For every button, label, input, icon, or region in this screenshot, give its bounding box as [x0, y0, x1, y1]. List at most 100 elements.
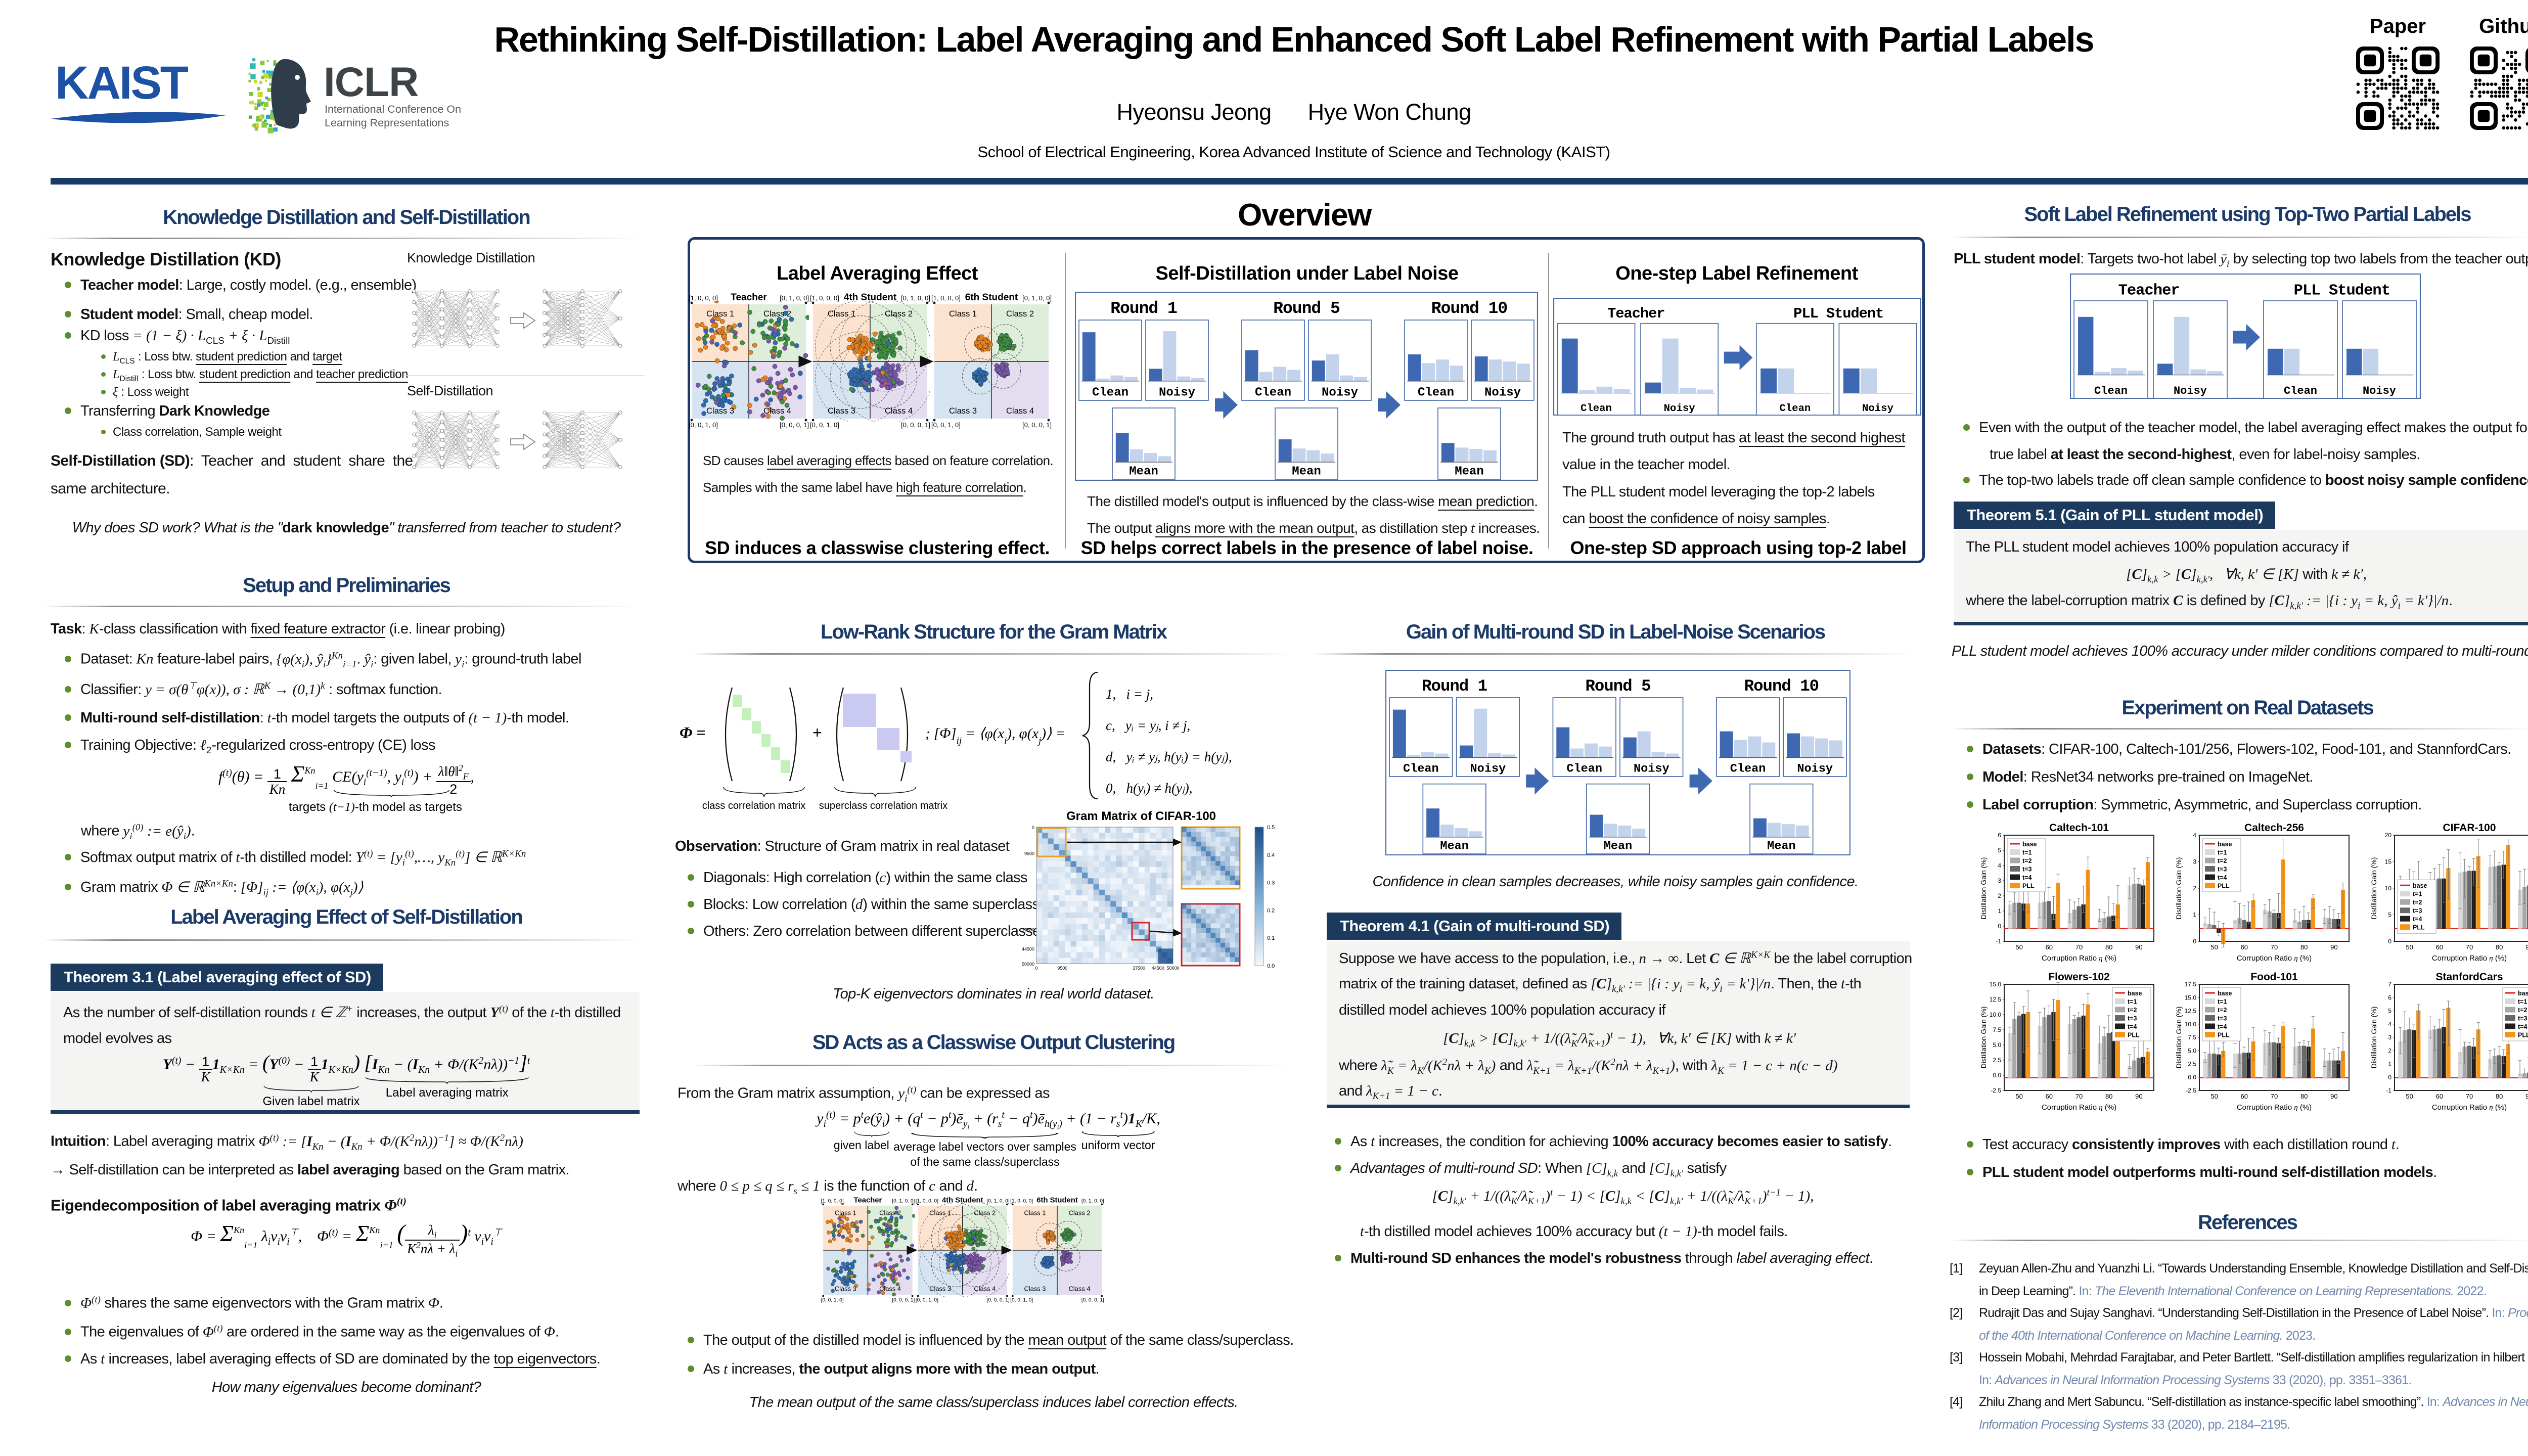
svg-text:Mean: Mean: [1767, 840, 1796, 853]
svg-text:Distillation Gain (%): Distillation Gain (%): [1979, 857, 1988, 920]
svg-text:Clean: Clean: [1418, 386, 1454, 399]
svg-text:15.0: 15.0: [1990, 981, 2002, 988]
svg-text:3: 3: [2388, 1034, 2391, 1041]
svg-text:t=1: t=1: [2518, 998, 2527, 1006]
svg-text:Mean: Mean: [1604, 840, 1633, 853]
svg-text:Class 3: Class 3: [1024, 1285, 1046, 1292]
svg-text:0: 0: [2388, 1074, 2391, 1081]
svg-text:0, h(yᵢ) ≠ h(yⱼ),: 0, h(yᵢ) ≠ h(yⱼ),: [1106, 781, 1193, 796]
svg-text:[0, 0, 0, 1]: [0, 0, 0, 1]: [892, 1297, 915, 1303]
svg-text:37500: 37500: [1022, 928, 1034, 933]
svg-text:Caltech-101: Caltech-101: [2049, 822, 2109, 834]
svg-text:Round 10: Round 10: [1744, 677, 1819, 696]
svg-text:90: 90: [2135, 1093, 2142, 1100]
svg-text:80: 80: [2105, 1093, 2112, 1100]
svg-text:Corruption Ratio η (%): Corruption Ratio η (%): [2237, 954, 2312, 963]
svg-text:70: 70: [2075, 943, 2083, 951]
svg-text:7.5: 7.5: [2188, 1034, 2196, 1041]
svg-text:6th Student: 6th Student: [965, 292, 1018, 303]
svg-text:Round 1: Round 1: [1422, 677, 1487, 696]
svg-text:Class 3: Class 3: [706, 406, 734, 416]
svg-text:base: base: [2218, 841, 2232, 848]
svg-text:Gram Matrix of CIFAR-100: Gram Matrix of CIFAR-100: [1066, 809, 1216, 823]
svg-text:Class 2: Class 2: [885, 309, 913, 318]
svg-text:Corruption Ratio η (%): Corruption Ratio η (%): [2042, 1103, 2116, 1112]
svg-text:base: base: [2218, 990, 2232, 997]
svg-text:50: 50: [2406, 1093, 2413, 1100]
svg-text:0: 0: [2388, 938, 2391, 945]
svg-text:4: 4: [1998, 862, 2001, 869]
svg-text:Clean: Clean: [1730, 762, 1766, 776]
svg-text:Round 5: Round 5: [1586, 677, 1651, 696]
svg-text:t=3: t=3: [2518, 1015, 2527, 1022]
svg-text:Corruption Ratio η (%): Corruption Ratio η (%): [2432, 954, 2507, 963]
svg-text:Class 3: Class 3: [828, 406, 855, 416]
svg-text:9500: 9500: [1057, 966, 1067, 971]
svg-text:80: 80: [2300, 943, 2308, 951]
svg-text:5.0: 5.0: [2188, 1047, 2196, 1054]
svg-text:t=3: t=3: [2218, 1015, 2227, 1022]
svg-text:Class 1: Class 1: [929, 1209, 951, 1216]
svg-text:60: 60: [2241, 1093, 2248, 1100]
svg-text:[0, 1, 0, 0]: [0, 1, 0, 0]: [892, 1198, 915, 1204]
svg-text:90: 90: [2525, 943, 2528, 951]
svg-text:t=2: t=2: [2022, 857, 2032, 864]
svg-text:t=4: t=4: [2022, 874, 2032, 881]
svg-text:Teacher: Teacher: [2118, 283, 2180, 300]
svg-text:70: 70: [2075, 1093, 2083, 1100]
svg-text:t=2: t=2: [2218, 1007, 2227, 1014]
svg-text:5: 5: [2388, 1008, 2391, 1015]
svg-text:Noisy: Noisy: [1484, 386, 1521, 399]
svg-text:20: 20: [2385, 832, 2392, 839]
svg-text:50: 50: [2210, 1093, 2218, 1100]
svg-text:60: 60: [2436, 1093, 2443, 1100]
svg-text:9500: 9500: [1024, 851, 1034, 856]
svg-text:d, yᵢ ≠ yⱼ, h(yᵢ) = h(yⱼ),: d, yᵢ ≠ yⱼ, h(yᵢ) = h(yⱼ),: [1106, 749, 1232, 764]
svg-text:[0, 1, 0, 0]: [0, 1, 0, 0]: [780, 294, 809, 302]
svg-text:4: 4: [2388, 1021, 2391, 1028]
svg-text:Food-101: Food-101: [2250, 971, 2298, 983]
svg-text:60: 60: [2436, 943, 2443, 951]
svg-text:12.5: 12.5: [2185, 1008, 2197, 1015]
svg-text:90: 90: [2330, 1093, 2337, 1100]
svg-text:t=4: t=4: [2413, 916, 2422, 923]
svg-text:Class 2: Class 2: [763, 309, 791, 318]
svg-text:[1, 0, 0, 0]: [1, 0, 0, 0]: [916, 1198, 938, 1204]
svg-text:5: 5: [1998, 847, 2001, 854]
svg-text:1, i = j,: 1, i = j,: [1106, 687, 1153, 702]
svg-text:t=1: t=1: [2218, 849, 2227, 856]
svg-text:Class 3: Class 3: [949, 406, 977, 416]
svg-text:Mean: Mean: [1455, 465, 1484, 478]
svg-text:[0, 0, 0, 1]: [0, 0, 0, 1]: [901, 421, 930, 429]
svg-text:70: 70: [2466, 1093, 2473, 1100]
svg-text:Distillation Gain (%): Distillation Gain (%): [2175, 1007, 2183, 1069]
svg-text:6: 6: [2388, 994, 2391, 1001]
svg-text:Noisy: Noisy: [1322, 386, 1358, 399]
svg-text:[0, 0, 1, 0]: [0, 0, 1, 0]: [689, 421, 718, 429]
svg-text:[0, 1, 0, 0]: [0, 1, 0, 0]: [1081, 1198, 1104, 1204]
svg-text:Clean: Clean: [1581, 403, 1612, 415]
svg-text:0.3: 0.3: [1267, 880, 1275, 886]
svg-text:80: 80: [2300, 1093, 2308, 1100]
svg-text:0: 0: [1032, 825, 1034, 830]
svg-text:80: 80: [2496, 1093, 2503, 1100]
svg-text:Class 3: Class 3: [835, 1285, 856, 1292]
svg-text:17.5: 17.5: [2185, 981, 2197, 988]
svg-text:Caltech-256: Caltech-256: [2244, 822, 2304, 834]
svg-text:6th Student: 6th Student: [1036, 1196, 1078, 1204]
svg-text:[1, 0, 0, 0]: [1, 0, 0, 0]: [810, 294, 839, 302]
svg-text:80: 80: [2105, 943, 2112, 951]
svg-text:t=3: t=3: [2022, 866, 2032, 873]
svg-text:Noisy: Noisy: [2174, 385, 2207, 397]
svg-text:50: 50: [2015, 943, 2022, 951]
svg-text:Class 4: Class 4: [885, 406, 913, 416]
svg-text:10.0: 10.0: [2185, 1021, 2197, 1028]
svg-text:Corruption Ratio η (%): Corruption Ratio η (%): [2432, 1103, 2507, 1112]
svg-text:[0, 0, 1, 0]: [0, 0, 1, 0]: [1010, 1297, 1033, 1303]
svg-text:t=4: t=4: [2218, 1023, 2227, 1030]
svg-text:-2.5: -2.5: [2186, 1087, 2196, 1094]
svg-text:Class 4: Class 4: [1069, 1285, 1091, 1292]
svg-text:Class 1: Class 1: [1024, 1209, 1046, 1216]
svg-text:1: 1: [2193, 912, 2196, 919]
svg-text:PLL Student: PLL Student: [1793, 305, 1883, 322]
